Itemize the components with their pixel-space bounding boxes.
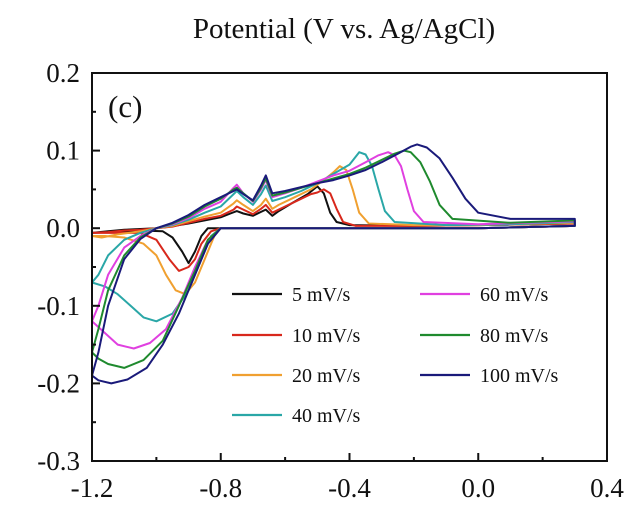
y-tick-label: 0.0 [46,213,80,243]
series-layer [91,143,576,385]
series-line-2 [91,188,576,272]
legend-label: 20 mV/s [292,365,361,387]
legend-item: 20 mV/s [232,365,361,387]
axis-ticks: -1.2 -0.8 -0.4 0.0 0.4 0.2 0.1 0.0 -0.1 -0.2 -0.3 [37,58,624,503]
legend-label: 100 mV/s [480,365,559,387]
y-tick-label: -0.1 [37,291,80,321]
legend: 5 mV/s 10 mV/s 20 mV/s 40 mV/s 60 mV/s 80 mV/… [232,284,559,427]
legend-label: 5 mV/s [292,284,351,306]
legend-label: 40 mV/s [292,405,361,427]
y-tick-label: 0.1 [46,136,80,166]
panel-label: (c) [108,89,142,124]
legend-item: 80 mV/s [420,325,549,347]
series-line-1 [91,185,576,265]
series-line-3 [91,165,576,296]
legend-label: 80 mV/s [480,325,549,347]
legend-label: 60 mV/s [480,284,549,306]
series-line-6 [91,149,576,369]
legend-item: 5 mV/s [232,284,351,306]
plot-frame [91,72,608,462]
y-tick-label: -0.3 [37,446,80,476]
legend-label: 10 mV/s [292,325,361,347]
x-tick-label: 0.0 [461,473,495,503]
x-tick-label: -0.4 [328,473,371,503]
legend-item: 60 mV/s [420,284,549,306]
legend-item: 40 mV/s [232,405,361,427]
x-tick-label: -0.8 [199,473,242,503]
x-tick-label: -1.2 [71,473,114,503]
legend-item: 10 mV/s [232,325,361,347]
x-tick-label: 0.4 [590,473,624,503]
series-line-7 [91,143,576,385]
y-tick-label: 0.2 [46,58,80,88]
legend-item: 100 mV/s [420,365,559,387]
y-tick-label: -0.2 [37,368,80,398]
chart-title: Potential (V vs. Ag/AgCl) [193,13,495,45]
